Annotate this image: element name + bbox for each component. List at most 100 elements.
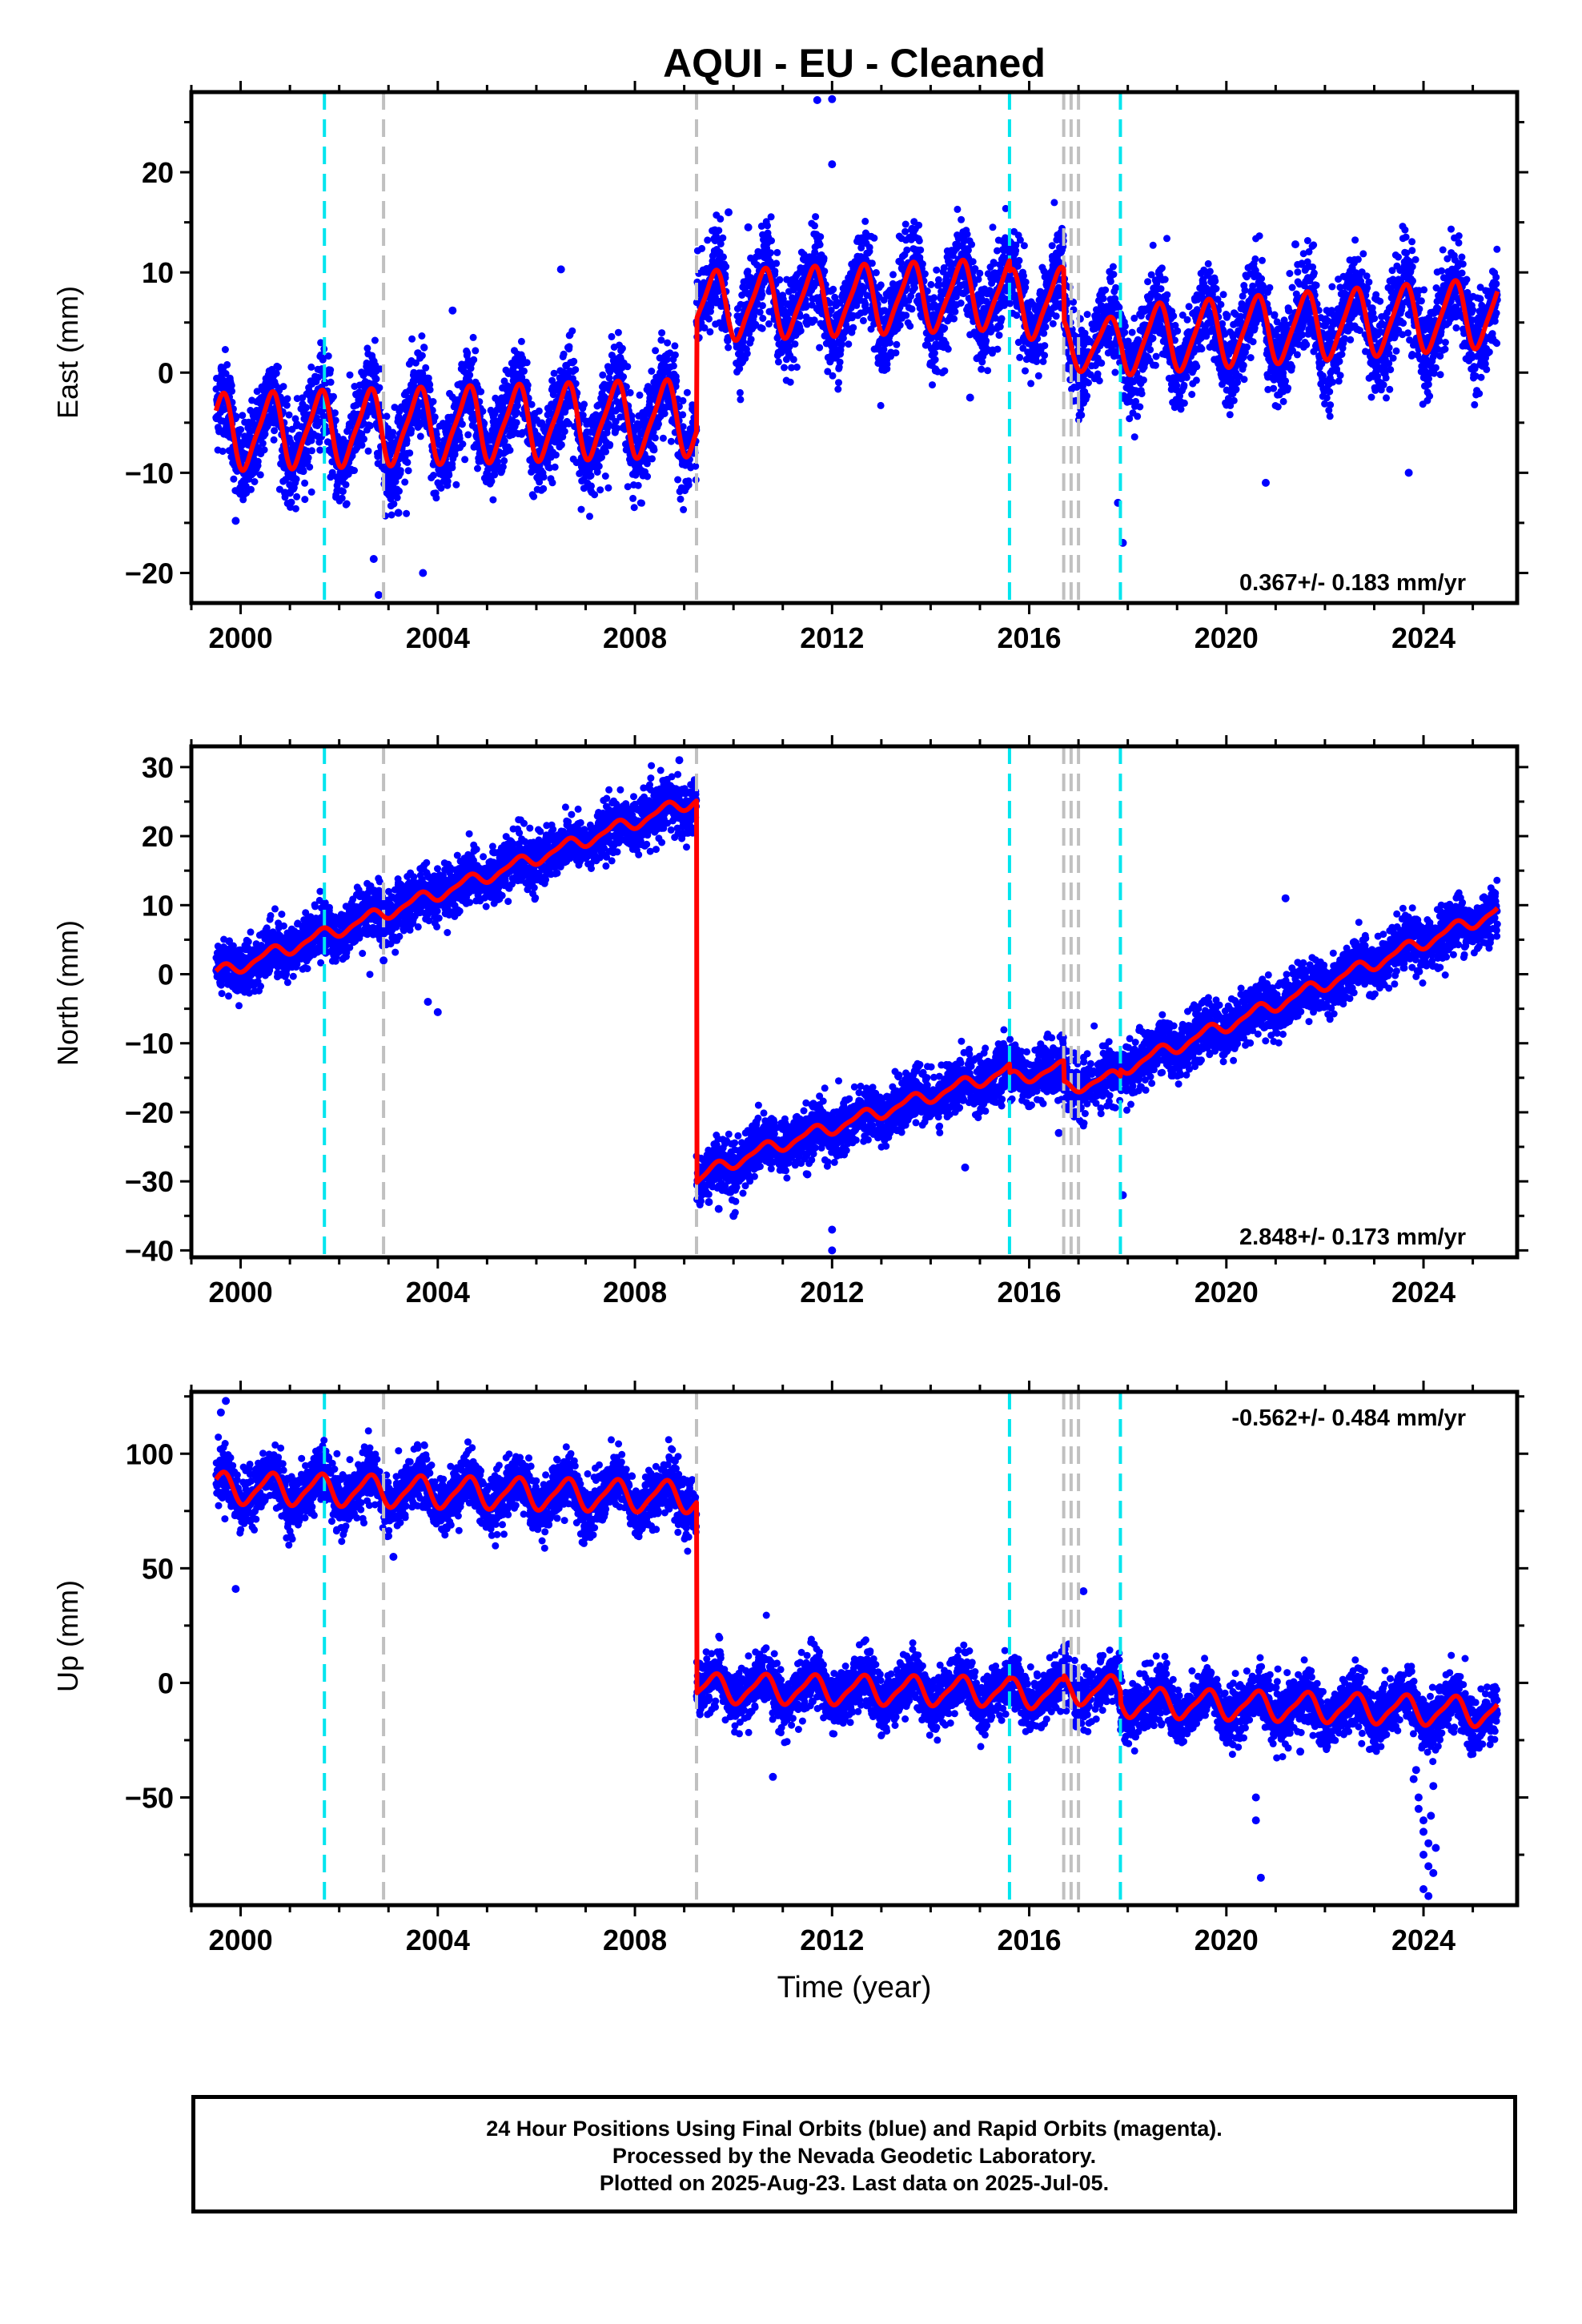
data-point bbox=[893, 340, 901, 348]
data-point bbox=[917, 246, 925, 254]
data-point bbox=[500, 456, 508, 464]
data-point bbox=[254, 457, 262, 465]
data-point bbox=[811, 222, 818, 230]
data-point bbox=[307, 436, 315, 444]
data-point bbox=[951, 308, 959, 316]
data-point bbox=[390, 500, 398, 508]
data-point bbox=[271, 427, 279, 435]
data-point bbox=[299, 468, 307, 476]
data-point bbox=[396, 467, 404, 475]
data-point bbox=[404, 458, 412, 466]
data-point bbox=[902, 312, 910, 320]
data-point bbox=[307, 488, 315, 496]
data-point bbox=[430, 472, 437, 479]
data-point bbox=[221, 346, 229, 353]
data-point bbox=[331, 416, 339, 424]
data-point bbox=[1083, 392, 1091, 400]
data-point bbox=[401, 478, 409, 486]
data-point bbox=[1033, 358, 1041, 365]
data-point bbox=[669, 362, 677, 370]
data-point bbox=[256, 471, 264, 479]
data-point bbox=[896, 321, 904, 329]
data-point bbox=[339, 488, 347, 496]
data-point bbox=[469, 333, 477, 341]
data-point bbox=[512, 419, 520, 427]
data-point bbox=[565, 343, 573, 351]
data-point bbox=[500, 437, 508, 445]
data-point bbox=[835, 379, 842, 387]
data-point bbox=[488, 477, 496, 485]
data-point bbox=[836, 358, 844, 366]
data-point bbox=[364, 447, 372, 455]
data-point bbox=[283, 395, 291, 403]
data-point bbox=[758, 324, 766, 332]
data-point bbox=[418, 332, 426, 340]
data-point bbox=[620, 373, 628, 380]
data-point bbox=[829, 285, 837, 293]
data-point bbox=[717, 215, 725, 223]
data-point bbox=[250, 414, 258, 422]
data-point bbox=[1094, 370, 1102, 378]
data-point bbox=[1020, 271, 1027, 279]
data-point bbox=[776, 275, 784, 283]
data-point bbox=[420, 344, 428, 352]
data-point bbox=[998, 315, 1006, 323]
data-point bbox=[1034, 372, 1042, 380]
data-point bbox=[470, 356, 478, 364]
data-point bbox=[725, 344, 733, 352]
data-point bbox=[927, 280, 935, 288]
data-point bbox=[587, 472, 595, 480]
data-point bbox=[677, 495, 685, 503]
data-point bbox=[343, 500, 351, 508]
data-point bbox=[403, 509, 411, 517]
data-point bbox=[572, 366, 580, 374]
data-point bbox=[560, 428, 568, 436]
data-point bbox=[304, 454, 312, 462]
data-point bbox=[433, 436, 441, 444]
data-point bbox=[679, 396, 687, 404]
data-point bbox=[963, 231, 971, 238]
data-point bbox=[861, 300, 869, 308]
data-point bbox=[1039, 357, 1047, 365]
data-point bbox=[1083, 311, 1091, 319]
data-point bbox=[950, 315, 958, 323]
data-point bbox=[704, 236, 712, 244]
data-point bbox=[577, 505, 585, 513]
data-point bbox=[978, 365, 986, 373]
data-point bbox=[737, 396, 745, 404]
data-point bbox=[736, 388, 744, 396]
data-point bbox=[536, 478, 544, 486]
data-point bbox=[968, 240, 976, 248]
data-point bbox=[232, 413, 240, 421]
data-point bbox=[766, 249, 774, 257]
data-point bbox=[404, 467, 412, 475]
data-point bbox=[1085, 379, 1092, 387]
data-point bbox=[1049, 320, 1057, 328]
data-point bbox=[393, 493, 401, 501]
data-point bbox=[253, 388, 261, 396]
data-point bbox=[764, 222, 771, 230]
data-point bbox=[1040, 329, 1048, 337]
data-point bbox=[630, 504, 638, 512]
data-point bbox=[671, 342, 679, 350]
data-point bbox=[1106, 277, 1114, 285]
data-point bbox=[931, 356, 939, 364]
data-point bbox=[528, 400, 536, 408]
data-point bbox=[275, 364, 283, 371]
data-point bbox=[885, 339, 893, 347]
data-point bbox=[664, 339, 672, 347]
data-point bbox=[868, 259, 876, 267]
data-point bbox=[480, 420, 488, 428]
data-point bbox=[540, 485, 548, 493]
data-point bbox=[1110, 271, 1118, 279]
data-point bbox=[513, 408, 521, 416]
data-point bbox=[1041, 342, 1049, 350]
data-point bbox=[793, 364, 801, 371]
data-point bbox=[1048, 242, 1056, 250]
data-point bbox=[465, 376, 473, 384]
data-point bbox=[901, 220, 909, 228]
data-point bbox=[319, 356, 327, 364]
data-points bbox=[212, 94, 1501, 599]
data-point bbox=[1095, 377, 1103, 384]
data-point bbox=[1121, 328, 1129, 336]
